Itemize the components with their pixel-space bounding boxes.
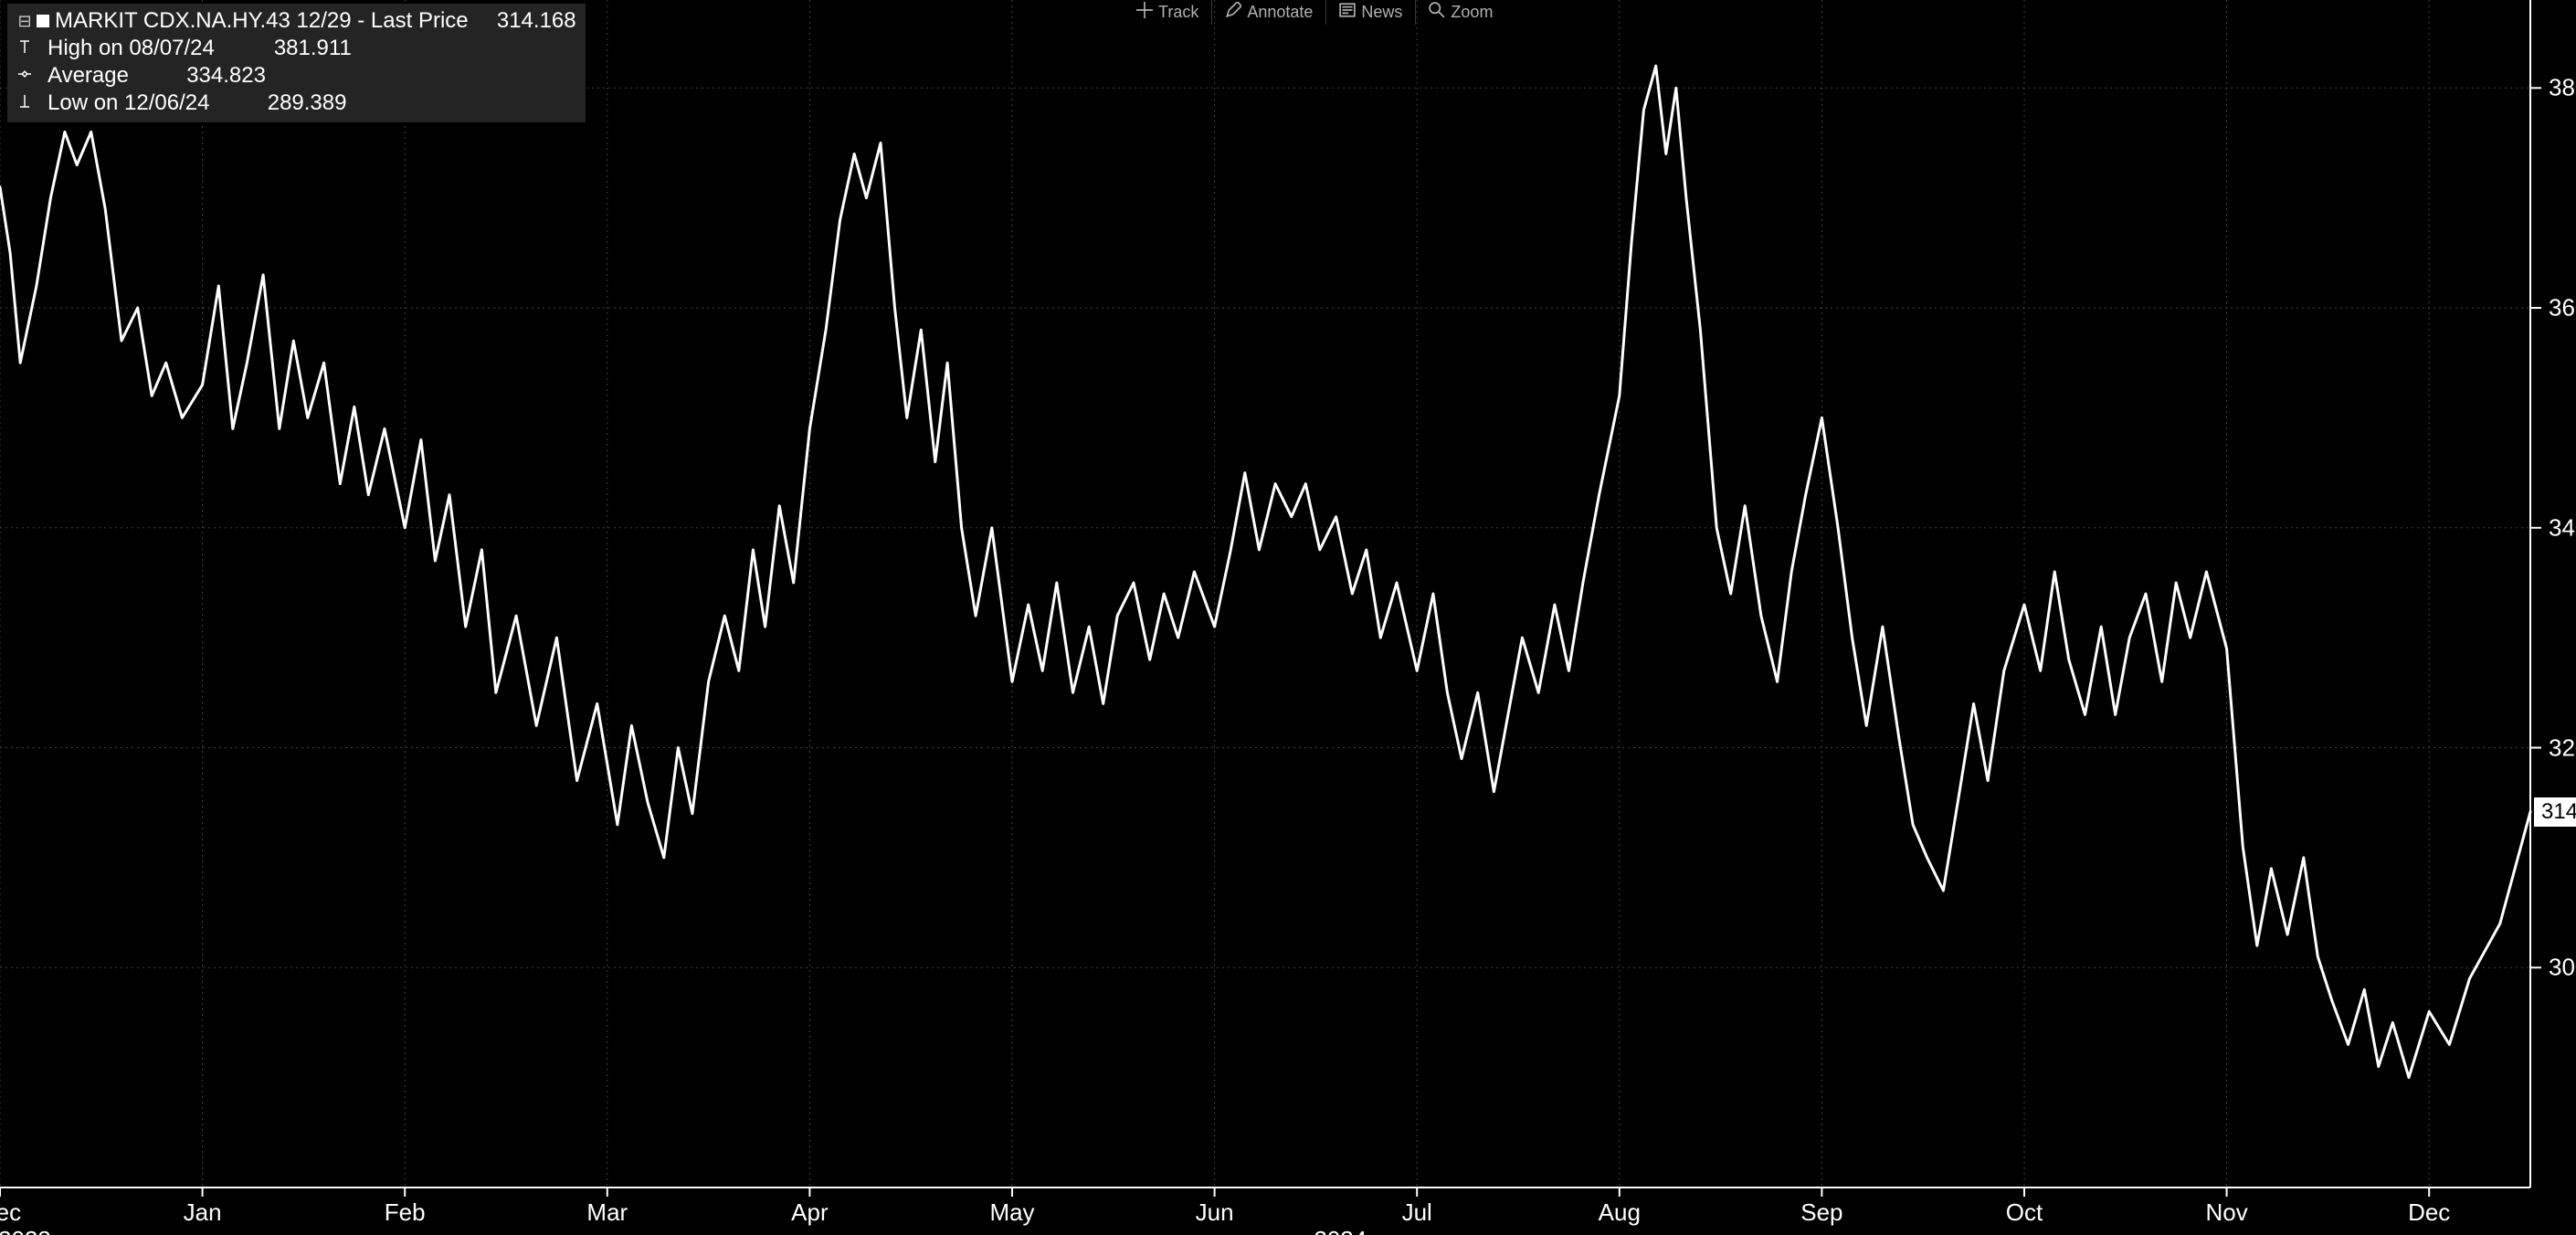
toolbar-track-label: Track [1158,3,1198,22]
toolbar-annotate-label: Annotate [1247,3,1313,22]
x-tick-label: Aug [1599,1198,1641,1227]
toolbar-news[interactable]: News [1326,0,1416,25]
toolbar-news-label: News [1361,3,1402,22]
high-marker-icon [16,35,48,62]
avg-marker-icon [16,62,48,90]
pencil-icon [1225,2,1241,23]
x-tick-label: Jun [1196,1198,1234,1227]
toolbar-zoom[interactable]: Zoom [1416,0,1505,25]
price-chart[interactable] [0,0,2576,1235]
legend-title-value: 314.168 [476,7,576,35]
x-tick-label: Jan [184,1198,222,1227]
x-tick-label: Oct [2006,1198,2043,1227]
x-year-label: 2023 [0,1226,51,1235]
crosshair-icon [1136,2,1153,23]
zoom-icon [1429,2,1445,23]
legend-low-label: Low on 12/06/24 [48,90,209,117]
x-tick-label: Sep [1800,1198,1842,1227]
x-tick-label: Jul [1402,1198,1432,1227]
legend-box: ⊟ MARKIT CDX.NA.HY.43 12/29 - Last Price… [7,4,586,122]
y-tick-label: 360 [2549,294,2576,322]
x-tick-label: Nov [2205,1198,2247,1227]
legend-avg-label: Average [48,62,129,90]
x-year-label: 2024 [1314,1226,1367,1235]
toolbar-track[interactable]: Track [1124,0,1212,25]
y-tick-label: 320 [2549,734,2576,762]
x-tick-label: Dec [2408,1198,2450,1227]
legend-title-row[interactable]: ⊟ MARKIT CDX.NA.HY.43 12/29 - Last Price… [16,7,576,35]
legend-title-label: MARKIT CDX.NA.HY.43 12/29 - Last Price [55,7,469,35]
legend-avg-row: Average 334.823 [16,62,576,90]
x-tick-label: Apr [791,1198,828,1227]
legend-avg-value: 334.823 [165,62,266,90]
x-tick-label: Mar [586,1198,628,1227]
last-price-value: 314.168 [2541,799,2576,824]
news-icon [1339,2,1356,23]
legend-high-label: High on 08/07/24 [48,35,215,62]
expand-icon[interactable]: ⊟ [16,10,33,32]
x-tick-label: May [989,1198,1034,1227]
low-marker-icon [16,90,48,117]
y-tick-label: 340 [2549,513,2576,542]
x-tick-label: Feb [385,1198,426,1227]
chart-toolbar: Track Annotate News Zoom [1124,0,1505,25]
x-tick-label: Dec [0,1198,21,1227]
toolbar-annotate[interactable]: Annotate [1212,0,1326,25]
y-tick-label: 380 [2549,74,2576,102]
legend-high-value: 381.911 [251,35,352,62]
series-swatch [37,15,49,27]
y-tick-label: 300 [2549,954,2576,982]
legend-high-row: High on 08/07/24 381.911 [16,35,576,62]
legend-low-row: Low on 12/06/24 289.389 [16,90,576,117]
legend-low-value: 289.389 [246,90,346,117]
last-price-flag: 314.168 [2534,797,2576,827]
toolbar-zoom-label: Zoom [1451,3,1493,22]
